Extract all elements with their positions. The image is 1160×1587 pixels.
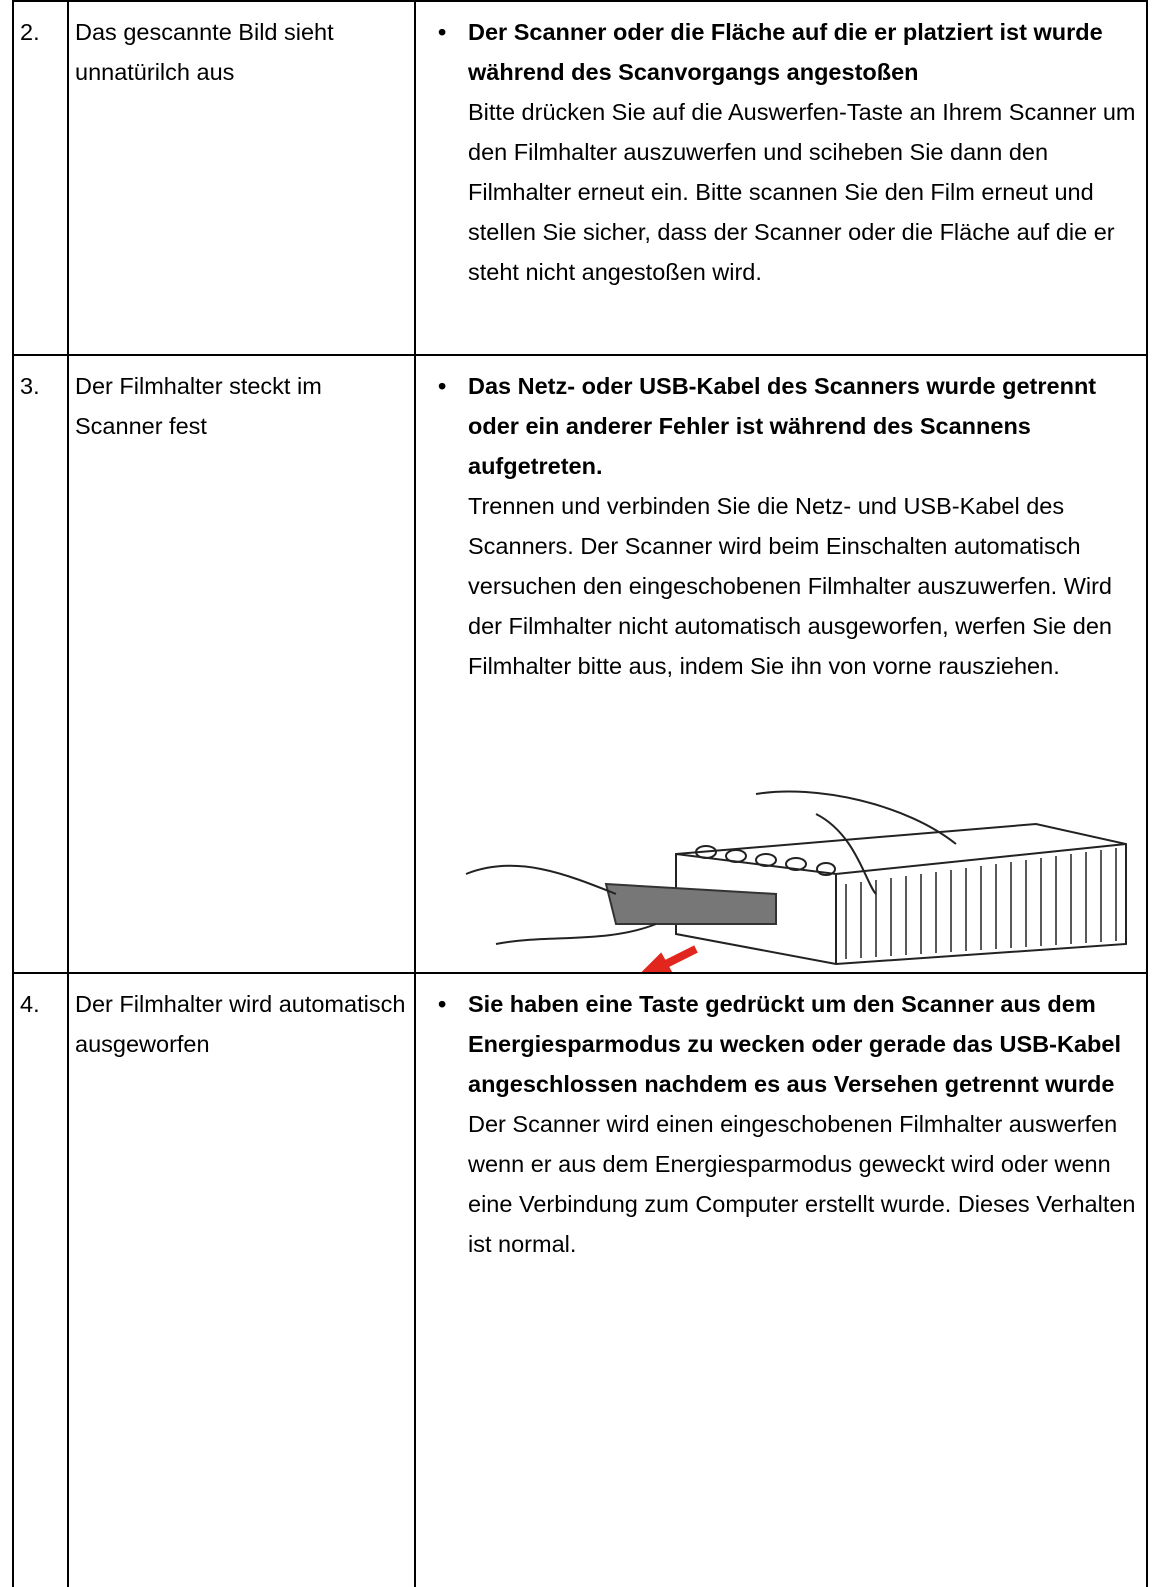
solution-cell: Der Scanner oder die Fläche auf die er p… [416, 2, 1146, 356]
problem: Der Filmhalter wird automatisch ausgewor… [69, 974, 416, 1587]
solution-cell: Sie haben eine Taste gedrückt um den Sca… [416, 974, 1146, 1587]
number: 4. [14, 974, 69, 1587]
problem: Der Filmhalter steckt im Scanner fest [69, 356, 416, 974]
table-row: 4. Der Filmhalter wird automatisch ausge… [12, 972, 1148, 1587]
solution: Bitte drücken Sie auf die Auswerfen-Tast… [468, 99, 1136, 285]
scanner-illustration [465, 790, 1127, 974]
cause: Der Scanner oder die Fläche auf die er p… [438, 12, 1140, 92]
problem: Das gescannte Bild sieht unnatürilch aus [69, 2, 416, 356]
solution: Der Scanner wird einen eingeschobenen Fi… [468, 1111, 1136, 1257]
cause: Das Netz- oder USB-Kabel des Scanners wu… [438, 366, 1140, 486]
cause: Sie haben eine Taste gedrückt um den Sca… [438, 984, 1140, 1104]
number: 2. [14, 2, 69, 356]
solution-cell: Das Netz- oder USB-Kabel des Scanners wu… [416, 356, 1146, 974]
table-row: 3. Der Filmhalter steckt im Scanner fest… [12, 354, 1148, 974]
number: 3. [14, 356, 69, 974]
solution: Trennen und verbinden Sie die Netz- und … [468, 493, 1112, 679]
table-row: 2. Das gescannte Bild sieht unnatürilch … [12, 0, 1148, 356]
